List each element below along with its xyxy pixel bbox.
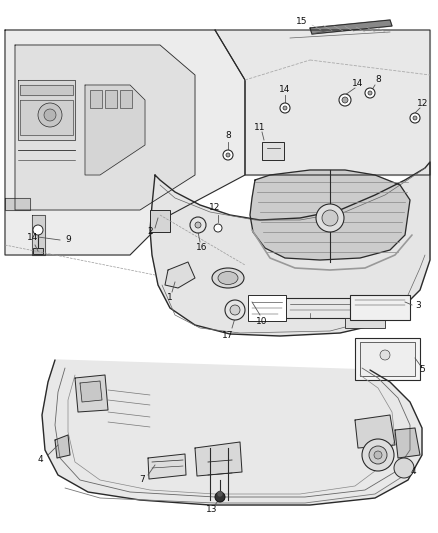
- Circle shape: [38, 103, 62, 127]
- Polygon shape: [20, 85, 73, 95]
- Circle shape: [214, 224, 222, 232]
- Polygon shape: [20, 100, 73, 135]
- Circle shape: [413, 116, 417, 120]
- Circle shape: [380, 350, 390, 360]
- Circle shape: [215, 492, 225, 502]
- Circle shape: [410, 113, 420, 123]
- Text: 10: 10: [256, 318, 268, 327]
- Polygon shape: [165, 262, 195, 288]
- Text: 12: 12: [417, 99, 429, 108]
- Circle shape: [374, 451, 382, 459]
- Text: 5: 5: [419, 366, 425, 375]
- Text: 14: 14: [352, 78, 364, 87]
- Ellipse shape: [212, 268, 244, 288]
- Circle shape: [322, 210, 338, 226]
- Text: 11: 11: [254, 124, 266, 133]
- Polygon shape: [215, 30, 430, 175]
- Circle shape: [195, 222, 201, 228]
- Polygon shape: [395, 428, 420, 458]
- Polygon shape: [55, 435, 70, 458]
- Circle shape: [369, 446, 387, 464]
- Circle shape: [316, 204, 344, 232]
- Circle shape: [225, 300, 245, 320]
- Bar: [360, 342, 415, 376]
- Circle shape: [230, 305, 240, 315]
- Bar: [105, 90, 117, 108]
- Text: 13: 13: [206, 505, 218, 514]
- Circle shape: [339, 94, 351, 106]
- Polygon shape: [80, 381, 102, 402]
- Text: 8: 8: [375, 76, 381, 85]
- Text: 2: 2: [147, 228, 153, 237]
- Circle shape: [44, 109, 56, 121]
- Bar: [248, 295, 286, 321]
- Bar: [262, 142, 284, 160]
- Bar: [355, 338, 420, 380]
- Polygon shape: [5, 30, 245, 255]
- Circle shape: [33, 225, 43, 235]
- Polygon shape: [355, 415, 395, 448]
- Bar: [33, 248, 43, 254]
- Bar: [350, 295, 410, 320]
- Circle shape: [280, 103, 290, 113]
- Text: 3: 3: [415, 301, 421, 310]
- Polygon shape: [75, 375, 108, 412]
- Text: 4: 4: [37, 456, 43, 464]
- Polygon shape: [85, 85, 145, 175]
- Text: 16: 16: [196, 244, 208, 253]
- Text: 12: 12: [209, 204, 221, 213]
- Circle shape: [368, 91, 372, 95]
- Polygon shape: [5, 198, 30, 210]
- Circle shape: [190, 217, 206, 233]
- Circle shape: [362, 439, 394, 471]
- Text: 14: 14: [279, 85, 291, 94]
- Circle shape: [226, 153, 230, 157]
- Text: 7: 7: [139, 475, 145, 484]
- Polygon shape: [32, 215, 45, 255]
- Ellipse shape: [218, 271, 238, 285]
- Text: 4: 4: [410, 467, 416, 477]
- Circle shape: [217, 491, 223, 497]
- Polygon shape: [195, 442, 242, 476]
- Polygon shape: [42, 360, 422, 505]
- Polygon shape: [250, 170, 410, 260]
- Text: 9: 9: [65, 236, 71, 245]
- Polygon shape: [310, 20, 392, 34]
- Bar: [90, 90, 102, 108]
- Text: 8: 8: [225, 132, 231, 141]
- Polygon shape: [148, 454, 186, 479]
- Circle shape: [342, 97, 348, 103]
- Circle shape: [223, 150, 233, 160]
- Text: 14: 14: [27, 233, 39, 243]
- Circle shape: [394, 458, 414, 478]
- Bar: [345, 318, 385, 328]
- Bar: [120, 90, 132, 108]
- Text: 15: 15: [296, 18, 308, 27]
- Text: 1: 1: [167, 294, 173, 303]
- Polygon shape: [150, 162, 430, 336]
- Polygon shape: [15, 45, 195, 210]
- Bar: [150, 210, 170, 232]
- Bar: [285, 298, 400, 318]
- Circle shape: [365, 88, 375, 98]
- Polygon shape: [18, 80, 75, 140]
- Text: 17: 17: [222, 330, 234, 340]
- Circle shape: [283, 106, 287, 110]
